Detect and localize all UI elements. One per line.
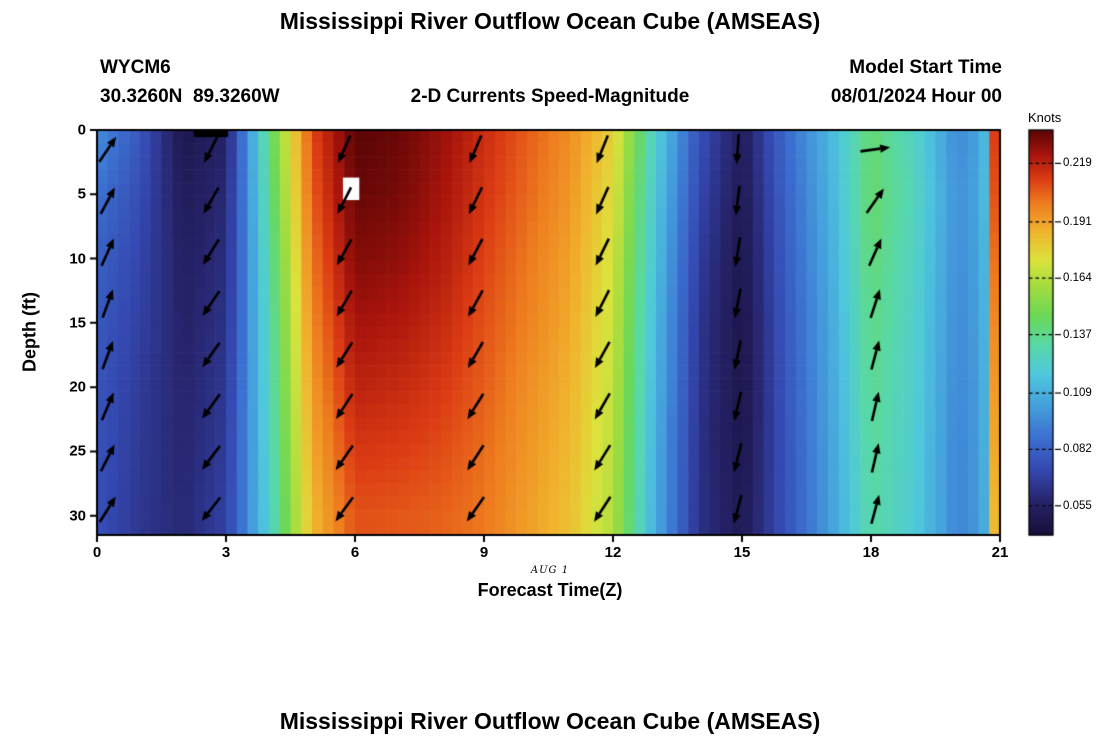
colorbar-tick-label: 0.055 xyxy=(1063,499,1092,512)
y-axis-label: Depth (ft) xyxy=(19,292,40,372)
colorbar-tick-label: 0.109 xyxy=(1063,387,1092,400)
x-axis-label: Forecast Time(Z) xyxy=(477,580,623,600)
y-tick-label: 5 xyxy=(77,185,86,203)
x-tick-label: 18 xyxy=(862,544,880,561)
x-tick-label: 21 xyxy=(991,544,1009,561)
x-tick-label: 0 xyxy=(92,544,102,561)
colorbar-tick-label: 0.191 xyxy=(1063,215,1092,228)
y-tick-label: 20 xyxy=(69,378,86,396)
bottom-panel-title: Mississippi River Outflow Ocean Cube (AM… xyxy=(279,708,821,734)
y-tick-label: 30 xyxy=(69,507,86,525)
y-tick-label: 25 xyxy=(69,442,86,460)
colorbar-tick-label: 0.164 xyxy=(1063,272,1092,285)
x-tick-label: 3 xyxy=(221,544,231,561)
x-tick-label: 12 xyxy=(604,544,622,561)
x-tick-label: 6 xyxy=(350,544,360,561)
x-tick-label: 15 xyxy=(733,544,751,561)
y-tick-label: 10 xyxy=(69,250,86,268)
x-axis-date-label: AUG 1 xyxy=(530,565,570,576)
y-tick-label: 0 xyxy=(77,121,86,139)
colorbar-tick-label: 0.219 xyxy=(1063,157,1092,170)
y-tick-label: 15 xyxy=(69,314,86,332)
currents-heatmap-canvas xyxy=(0,0,1100,620)
colorbar-tick-label: 0.082 xyxy=(1063,443,1092,456)
colorbar-tick-label: 0.137 xyxy=(1063,328,1092,341)
x-tick-label: 9 xyxy=(479,544,489,561)
